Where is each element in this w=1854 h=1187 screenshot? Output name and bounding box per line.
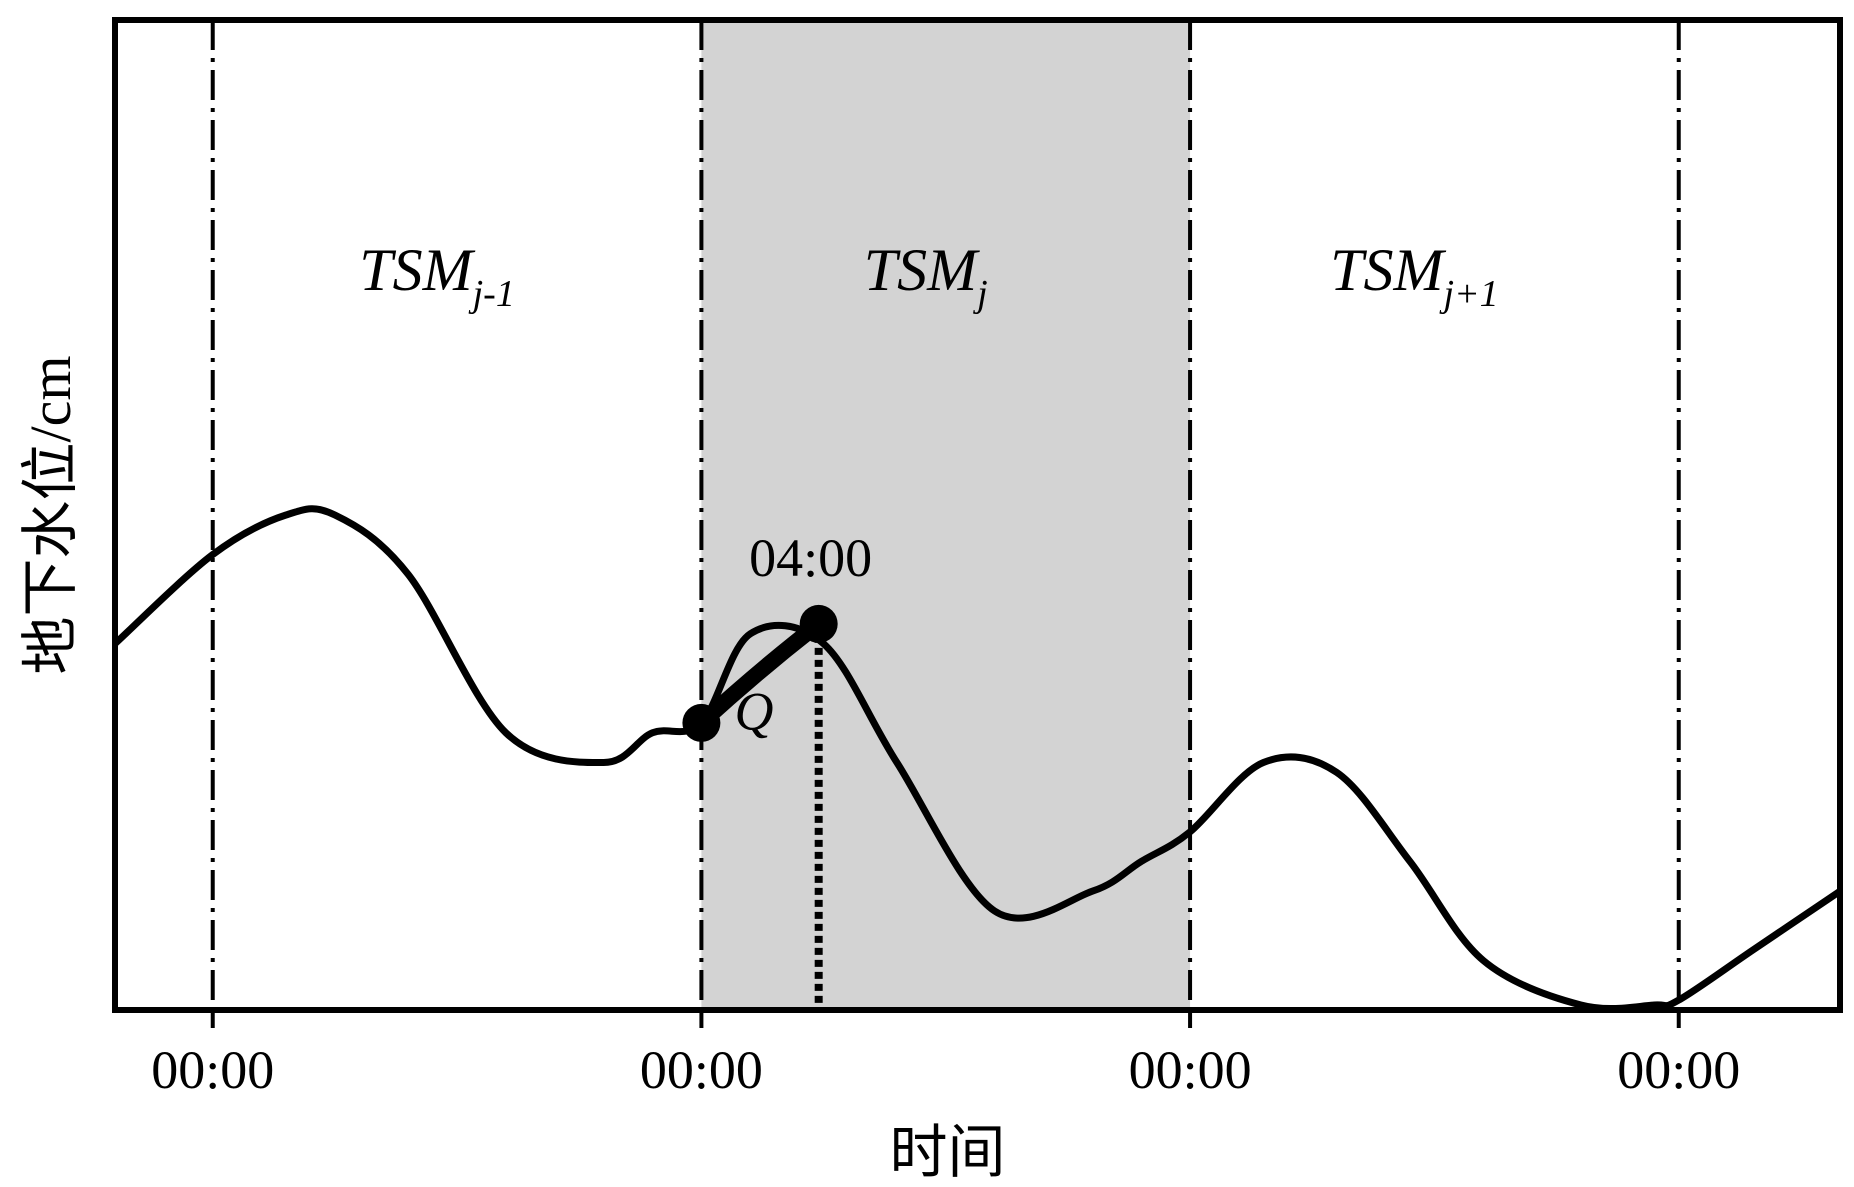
highlighted-period-band <box>701 20 1191 1010</box>
x-tick-label-3: 00:00 <box>1129 1040 1252 1100</box>
plot-frame <box>112 17 1843 1013</box>
marker-time-label: 04:00 <box>749 528 872 588</box>
q-end-point <box>799 604 838 643</box>
period-label-2: TSMj <box>864 237 988 315</box>
q-start-point <box>682 703 721 742</box>
x-tick-label-2: 00:00 <box>640 1040 763 1100</box>
period-label-3: TSMj+1 <box>1330 237 1499 315</box>
y-axis-label: 地下水位/cm <box>18 356 83 675</box>
period-label-1: TSMj-1 <box>359 237 515 315</box>
x-tick-label-4: 00:00 <box>1617 1040 1740 1100</box>
q-segment-label: Q <box>735 681 774 741</box>
groundwater-level-line <box>112 505 1842 1013</box>
x-tick-label-1: 00:00 <box>151 1040 274 1100</box>
x-axis-label: 时间 <box>889 1120 1005 1185</box>
